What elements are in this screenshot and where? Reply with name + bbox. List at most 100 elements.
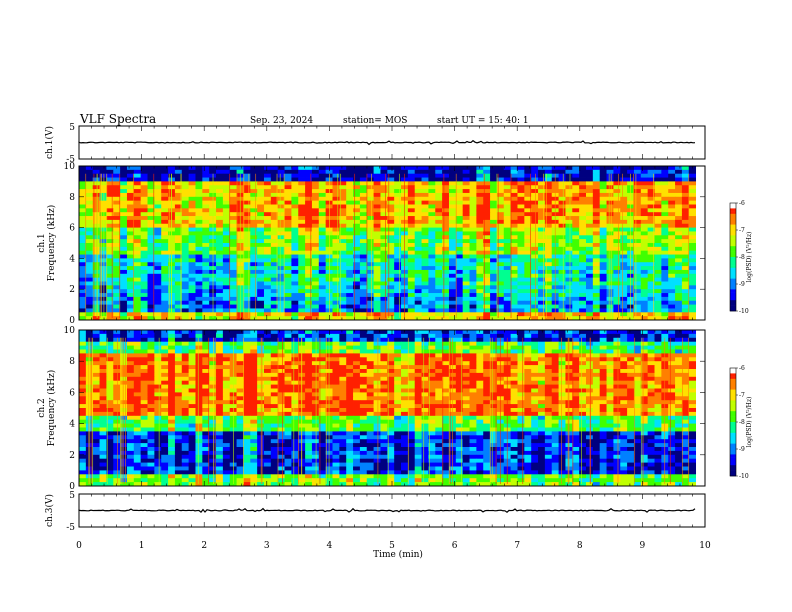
spectrogram-cell xyxy=(359,312,368,317)
spectrogram-cell xyxy=(483,243,491,248)
spectrogram-cell xyxy=(353,235,361,240)
spectrogram-cell xyxy=(455,285,464,290)
spectrogram-cell xyxy=(599,273,607,279)
spectrogram-cell xyxy=(298,262,306,267)
spectrogram-cell xyxy=(270,345,279,350)
spectrogram-cell xyxy=(668,250,676,255)
spectrogram-cell xyxy=(585,262,594,267)
spectrogram-cell xyxy=(544,177,553,182)
spectrogram-cell xyxy=(284,349,292,354)
spectrogram-cell xyxy=(647,200,655,205)
spectrogram-cell xyxy=(414,316,422,321)
spectrogram-cell xyxy=(216,216,224,221)
spectrogram-cell xyxy=(524,239,532,244)
spectrogram-cell xyxy=(627,353,635,358)
spectrogram-cell xyxy=(647,349,655,354)
spectrogram-cell xyxy=(284,304,292,309)
spectrogram-cell xyxy=(661,304,669,309)
spectrogram-cell xyxy=(613,169,621,175)
spectrogram-cell xyxy=(613,353,621,358)
spectrogram-cell xyxy=(216,353,224,358)
spectrogram-cell xyxy=(613,273,621,279)
spectrogram-cell xyxy=(675,200,683,205)
spectrogram-cell xyxy=(284,266,292,271)
spectrogram-cell xyxy=(592,341,601,346)
spectrogram-cell xyxy=(188,262,196,267)
spectrogram-cell xyxy=(531,293,539,298)
spectrogram-cell xyxy=(126,239,135,244)
spectrogram-cell xyxy=(373,235,381,240)
spectrogram-cell xyxy=(620,169,628,175)
spectrogram-cell xyxy=(161,235,169,240)
spectrogram-cell xyxy=(681,181,690,186)
spectrogram-cell xyxy=(496,254,505,259)
spectrogram-cell xyxy=(257,173,265,178)
spectrogram-cell xyxy=(394,296,402,302)
spectrogram-cell xyxy=(421,365,429,370)
spectrogram-cell xyxy=(538,169,546,175)
spectrogram-cell xyxy=(599,357,607,362)
spectrogram-cell xyxy=(483,316,491,321)
spectrogram-cell xyxy=(291,243,299,248)
spectrogram-cell xyxy=(640,189,649,194)
spectrogram-cell xyxy=(654,185,662,190)
spectrogram-cell xyxy=(510,293,518,298)
spectrogram-cell xyxy=(538,258,546,263)
spectrogram-cell xyxy=(394,349,402,354)
spectrogram-cell xyxy=(147,372,155,378)
spectrogram-cell xyxy=(92,192,100,198)
spectrogram-cell xyxy=(120,333,128,339)
spectrogram-cell xyxy=(544,262,553,267)
spectrogram-cell xyxy=(92,189,100,194)
spectrogram-cell xyxy=(435,239,443,244)
spectrogram-cell xyxy=(517,277,525,282)
spectrogram-cell xyxy=(257,169,265,175)
spectrogram-cell xyxy=(613,219,621,225)
spectrogram-cell xyxy=(490,169,498,175)
spectrogram-cell xyxy=(79,330,87,335)
spectrogram-cell xyxy=(469,223,477,228)
spectrogram-cell xyxy=(654,304,662,309)
spectrogram-cell xyxy=(483,277,491,282)
spectrogram-cell xyxy=(462,266,470,271)
spectrogram-cell xyxy=(613,196,621,202)
spectrogram-cell xyxy=(188,212,196,217)
spectrogram-cell xyxy=(147,285,155,290)
spectrogram-cell xyxy=(681,189,690,194)
spectrogram-cell xyxy=(483,192,491,198)
spectrogram-cell xyxy=(435,330,443,335)
spectrogram-cell xyxy=(442,227,450,232)
spectrogram-cell xyxy=(654,200,662,205)
spectrogram-cell xyxy=(538,173,546,178)
spectrogram-cell xyxy=(257,243,265,248)
spectrogram-cell xyxy=(633,216,642,221)
spectrogram-cell xyxy=(442,361,450,366)
spectrogram-cell xyxy=(476,200,484,205)
spectrogram-cell xyxy=(366,281,374,286)
spectrogram-cell xyxy=(305,333,313,339)
spectrogram-cell xyxy=(373,262,381,267)
spectrogram-cell xyxy=(339,330,347,335)
spectrogram-cell xyxy=(147,345,155,350)
spectrogram-cell xyxy=(551,169,559,175)
spectrogram-cell xyxy=(92,185,100,190)
spectrogram-cell xyxy=(414,185,422,190)
spectrogram-cell xyxy=(263,246,272,252)
spectrogram-cell xyxy=(640,277,649,282)
spectrogram-cell xyxy=(222,250,231,255)
spectrogram-cell xyxy=(79,212,87,217)
spectrogram-cell xyxy=(462,189,470,194)
spectrogram-cell xyxy=(414,337,422,343)
spectrogram-cell xyxy=(579,372,587,378)
spectrogram-cell xyxy=(414,285,422,290)
spectrogram-cell xyxy=(195,169,203,175)
spectrogram-cell xyxy=(407,216,416,221)
spectrogram-cell xyxy=(311,285,320,290)
spectrogram-cell xyxy=(236,337,244,343)
spectrogram-cell xyxy=(455,231,464,236)
spectrogram-cell xyxy=(140,169,148,175)
spectrogram-cell xyxy=(311,365,320,370)
spectrogram-cell xyxy=(181,304,190,309)
spectrogram-cell xyxy=(154,300,162,305)
spectrogram-cell xyxy=(688,227,697,232)
